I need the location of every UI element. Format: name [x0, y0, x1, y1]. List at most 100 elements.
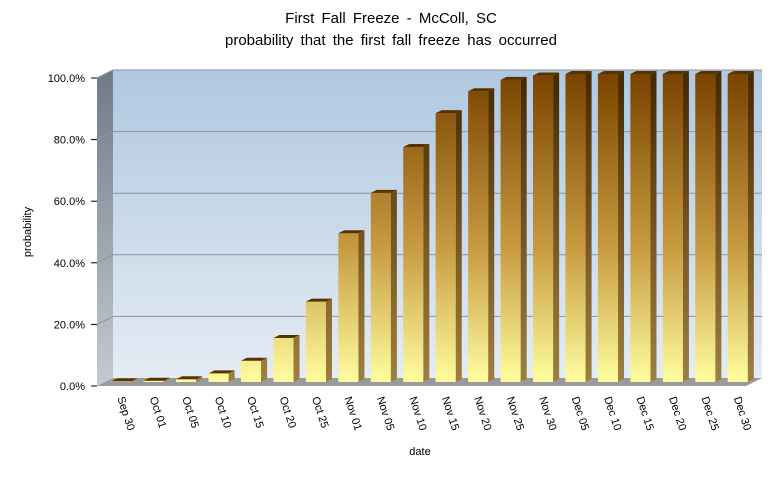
bar-front	[176, 379, 197, 382]
bar-front	[240, 360, 262, 382]
bar	[240, 357, 268, 382]
x-tick-label: Nov 01	[342, 395, 364, 432]
gridline-side	[96, 192, 114, 202]
bar	[565, 71, 592, 382]
bar-top	[565, 71, 592, 74]
bar	[403, 143, 430, 382]
bar-side	[553, 72, 560, 382]
bar	[695, 71, 722, 382]
side-wall	[97, 70, 113, 386]
x-tick-label: Dec 30	[731, 395, 753, 432]
bar-top	[208, 370, 235, 374]
gridline-side	[96, 69, 114, 79]
bar-top	[597, 71, 625, 74]
bar-front	[533, 75, 554, 382]
bar-top	[533, 72, 560, 76]
bar-top	[370, 189, 397, 193]
bar-side	[747, 71, 754, 382]
bar-side	[131, 378, 138, 382]
x-tick-label: Oct 10	[212, 395, 233, 430]
plot-walls	[97, 70, 762, 386]
bar-side	[455, 110, 462, 382]
bar-side	[228, 370, 235, 382]
x-tick-label: Dec 05	[569, 395, 591, 432]
bar-top	[240, 357, 268, 361]
bar	[662, 71, 689, 382]
bar-front	[338, 233, 359, 382]
x-tick-label: Nov 10	[406, 395, 428, 432]
bar-top	[435, 110, 462, 114]
bar	[468, 88, 495, 383]
bar-side	[650, 71, 657, 382]
y-tick-label: 20.0%	[54, 319, 85, 331]
y-tick-label: 60.0%	[54, 196, 85, 208]
bar	[630, 71, 657, 382]
x-tick-label: Oct 15	[244, 395, 265, 430]
bar	[500, 76, 527, 383]
y-tick-label: 40.0%	[54, 258, 85, 270]
x-tick-label: Nov 05	[374, 395, 396, 432]
x-tick-label: Dec 25	[698, 395, 720, 432]
y-tick-label: 80.0%	[54, 135, 85, 147]
y-axis-label: probability	[22, 206, 34, 257]
bar-top	[500, 76, 527, 80]
x-tick-label: Dec 10	[601, 395, 623, 432]
bar-front	[370, 192, 391, 382]
bar	[208, 370, 235, 382]
x-tick-label: Nov 25	[504, 395, 526, 432]
bar	[143, 377, 170, 382]
bar-top	[662, 71, 689, 74]
y-tick-label: 0.0%	[60, 381, 85, 393]
bar-top	[630, 71, 657, 74]
bar-top	[143, 377, 170, 381]
bar-front	[111, 381, 132, 382]
bar-top	[111, 378, 138, 382]
bar-side	[196, 376, 203, 382]
bar-front	[305, 301, 326, 382]
bar-front	[435, 113, 456, 382]
bar	[338, 230, 365, 382]
bar	[727, 71, 754, 382]
bar	[305, 298, 332, 382]
bar	[176, 376, 203, 382]
bar	[370, 189, 397, 382]
bar-front	[662, 74, 683, 382]
bar-front	[468, 91, 489, 383]
x-tick-label: Nov 15	[439, 395, 461, 432]
x-tick-label: Dec 15	[634, 395, 656, 432]
bar-front	[695, 74, 716, 382]
x-tick-label: Dec 20	[666, 395, 688, 432]
bar-top	[338, 230, 365, 234]
bar-front	[727, 74, 748, 382]
bar	[597, 71, 625, 382]
bar-side	[325, 298, 332, 382]
bar	[273, 334, 300, 382]
bar-front	[208, 373, 229, 382]
x-tick-label: Oct 20	[277, 395, 298, 430]
bar-top	[403, 143, 430, 147]
x-tick-label: Sep 30	[114, 395, 136, 432]
gridline-side	[96, 131, 114, 141]
bar-side	[358, 230, 365, 382]
bar-top	[727, 71, 754, 74]
bar-top	[468, 88, 495, 92]
bar-top	[695, 71, 722, 74]
bar-front	[630, 74, 651, 382]
bar-side	[293, 334, 300, 382]
bar-side	[163, 377, 170, 382]
bar-front	[143, 380, 164, 382]
bar-side	[423, 143, 430, 382]
bar	[111, 378, 138, 382]
chart-subtitle: probability that the first fall freeze h…	[225, 32, 557, 49]
bar-side	[682, 71, 689, 382]
chart-title: First Fall Freeze - McColl, SC	[285, 10, 497, 27]
bar-front	[403, 146, 424, 382]
x-axis-label: date	[409, 446, 430, 458]
bar-side	[618, 71, 625, 382]
x-tick-label: Nov 30	[536, 395, 558, 432]
y-axis-ticks: 0.0% 20.0% 40.0% 60.0% 80.0% 100.0%	[48, 73, 97, 393]
bar-front	[273, 337, 294, 382]
bar-top	[305, 298, 332, 302]
bar-side	[261, 357, 268, 382]
